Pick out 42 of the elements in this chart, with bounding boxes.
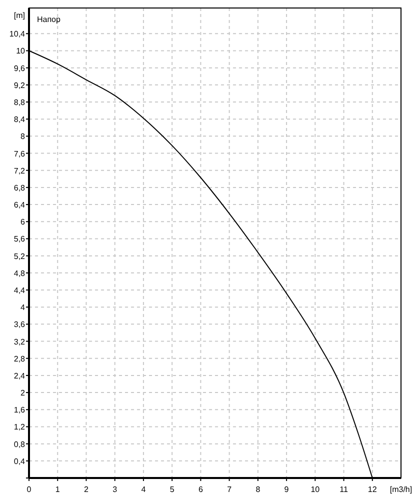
x-tick-label: 6 [198, 485, 204, 494]
x-tick-label: 7 [227, 485, 232, 494]
x-tick-label: 2 [84, 485, 90, 494]
y-tick-label: 4 [20, 303, 26, 312]
y-tick-label: 6,4 [14, 200, 26, 210]
x-tick-label: 4 [141, 485, 146, 494]
y-tick-label: 0,4 [14, 456, 26, 466]
x-tick-label: 1 [55, 485, 60, 494]
y-tick-label: 10 [16, 46, 26, 56]
y-tick-label: 7,2 [14, 166, 26, 176]
annotation: Напор [37, 15, 62, 24]
x-tick-label: 12 [368, 485, 378, 494]
y-tick-label: 3,2 [14, 337, 26, 346]
y-tick-label: 4,4 [14, 286, 26, 295]
x-tick-label: 11 [340, 485, 348, 494]
y-tick-label: 5,2 [14, 252, 26, 261]
y-tick-label: 3,6 [14, 320, 26, 330]
y-tick-label: 6,8 [14, 183, 26, 192]
y-tick-label: 2,8 [14, 354, 26, 364]
x-tick-label: 5 [170, 485, 175, 494]
x-tick-label: 3 [112, 485, 118, 494]
y-tick-label: 0,8 [14, 440, 26, 449]
x-tick-label: 9 [284, 485, 290, 494]
x-axis-title: [m3/h] [390, 485, 412, 494]
y-tick-label: 10,4 [9, 30, 26, 39]
y-tick-label: 8 [20, 132, 26, 142]
y-axis-title: [m] [14, 11, 25, 20]
y-tick-label: 1,2 [14, 422, 26, 432]
y-tick-label: 1,6 [14, 406, 26, 415]
y-tick-label: 6 [20, 218, 26, 227]
y-tick-label: 8,8 [14, 98, 26, 107]
y-tick-label: 2,4 [14, 371, 26, 380]
y-tick-label: 9,2 [14, 80, 26, 90]
y-tick-label: 7,6 [14, 149, 26, 158]
y-tick-label: 8,4 [14, 115, 26, 124]
y-tick-label: 5,6 [14, 234, 26, 244]
y-tick-label: 4,8 [14, 268, 26, 278]
y-tick-label: 9,6 [14, 64, 26, 73]
x-tick-label: 10 [310, 485, 320, 494]
x-tick-label: 0 [26, 485, 32, 494]
x-tick-label: 8 [256, 485, 261, 494]
y-tick-label: 2 [20, 388, 26, 398]
